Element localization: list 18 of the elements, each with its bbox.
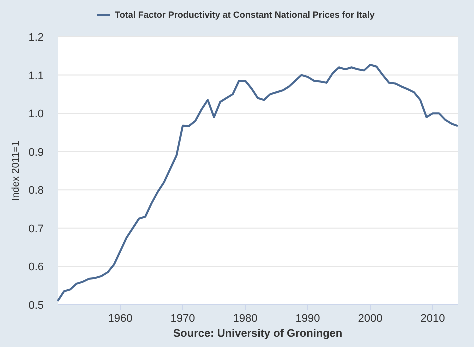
- x-tick-label: 1960: [108, 313, 133, 325]
- legend-label: Total Factor Productivity at Constant National Prices for Italy: [115, 10, 375, 20]
- y-tick-label: 0.9: [28, 146, 44, 159]
- y-tick-label: 0.6: [28, 262, 44, 274]
- x-tick-label: 2000: [358, 313, 383, 325]
- y-tick-label: 1.0: [28, 108, 44, 121]
- x-tick-label: 1970: [170, 313, 196, 325]
- y-tick-label: 1.2: [28, 32, 44, 44]
- y-axis-title: Index 2011=1: [11, 140, 22, 202]
- y-tick-label: 0.7: [28, 223, 44, 236]
- x-tick-label: 1990: [296, 313, 320, 325]
- source-note: Source: University of Groningen: [173, 328, 343, 340]
- x-tick-label: 2010: [420, 313, 446, 325]
- y-tick-label: 0.5: [28, 300, 44, 312]
- line-series: [57, 64, 459, 302]
- y-tick-label: 1.1: [28, 70, 44, 82]
- y-tick-label: 0.8: [28, 185, 44, 198]
- x-tick-label: 1980: [233, 313, 258, 325]
